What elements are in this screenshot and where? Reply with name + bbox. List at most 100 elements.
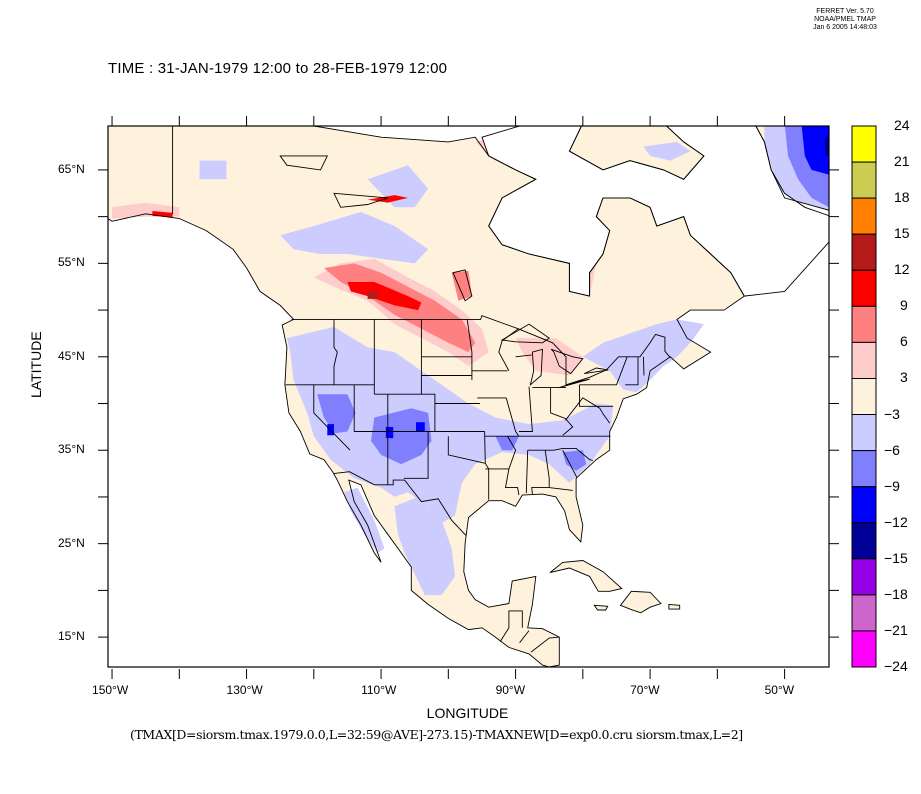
colorbar-level-label: 15: [894, 225, 910, 242]
coastline: [619, 590, 662, 614]
ferret-version-stamp: FERRET Ver. 5.70 NOAA/PMEL TMAP Jan 6 20…: [770, 8, 920, 32]
colorbar-swatch: [851, 197, 877, 235]
coastline: [755, 126, 829, 217]
greenland-darkest: [825, 137, 829, 156]
x-tick-label: 50°W: [764, 683, 795, 697]
colorbar-level-label: −6: [884, 441, 900, 458]
anomaly-layer: [112, 126, 829, 596]
ferret-version: FERRET Ver. 5.70: [816, 8, 874, 15]
coastline: [549, 560, 623, 592]
arkansas-blue: [495, 436, 519, 451]
baffin-island: [569, 126, 704, 180]
political-boundary: [505, 397, 520, 437]
alaska-blue: [199, 160, 227, 180]
political-boundary: [642, 356, 645, 376]
colorbar-swatch: [851, 522, 877, 560]
colorbar-swatch: [851, 486, 877, 524]
y-tick-label: 25°N: [58, 535, 85, 550]
hispaniola: [620, 591, 661, 613]
colorbar-swatch: [851, 161, 877, 199]
colorbar-level-label: 18: [894, 189, 910, 206]
colorbar-swatch: [851, 341, 877, 379]
coastline: [593, 604, 609, 611]
baffin-blue: [643, 141, 691, 161]
colorbar-level-label: 3: [900, 369, 908, 386]
political-boundary: [504, 435, 520, 496]
political-boundary: [530, 636, 560, 653]
x-tick-label: 130°W: [226, 683, 263, 697]
axis-ticks: [98, 116, 839, 679]
carolina-blue: [562, 450, 587, 471]
lake-outline: [559, 378, 590, 389]
political-boundary: [579, 384, 614, 407]
alberta-red: [347, 282, 422, 311]
canada-blue: [280, 212, 429, 264]
political-boundary: [519, 630, 530, 643]
coastline: [668, 603, 681, 610]
northeast-blue: [582, 319, 704, 393]
x-tick-label: 70°W: [630, 683, 660, 697]
alberta-darkred: [367, 291, 378, 299]
political-boundary: [498, 328, 519, 372]
colorbar-level-label: −12: [884, 513, 908, 530]
y-tick-label: 35°N: [58, 442, 85, 457]
x-tick-label: 110°W: [361, 683, 397, 697]
colorbar-level-label: 21: [894, 153, 910, 170]
colorbar-swatch: [851, 558, 877, 596]
political-boundary: [549, 487, 573, 491]
coastline: [108, 126, 745, 667]
political-boundary: [565, 397, 611, 424]
colorbar-swatch: [851, 378, 877, 416]
political-boundary: [525, 450, 529, 494]
political-boundary: [313, 384, 351, 451]
lake-outline: [452, 269, 473, 302]
colorbar-level-label: −18: [884, 585, 908, 602]
political-boundary: [562, 449, 578, 478]
boundary-layer: [108, 126, 829, 667]
puerto-rico: [668, 604, 680, 610]
colorbar-level-label: −24: [884, 658, 908, 674]
colorado-deep: [416, 422, 425, 432]
colorbar-swatch: [851, 125, 877, 163]
political-boundary: [333, 471, 467, 536]
lake-outline: [584, 367, 609, 375]
ferret-date: Jan 6 2005 14:48:03: [813, 24, 877, 31]
lake-outline: [279, 155, 329, 171]
plot-frame: [107, 125, 830, 668]
colorbar: [851, 125, 877, 668]
political-boundary: [291, 315, 671, 386]
colorbar-level-label: 6: [900, 333, 908, 350]
west-us-blue: [286, 326, 614, 525]
colorbar-swatch: [851, 305, 877, 343]
lake-outline: [333, 192, 388, 208]
colorbar-swatch: [851, 414, 877, 452]
political-boundary: [333, 319, 338, 385]
lake-outline: [529, 348, 543, 387]
map-area: [108, 126, 829, 667]
x-axis-title-row: LONGITUDE: [0, 705, 921, 721]
y-tick-label: 55°N: [58, 255, 85, 270]
political-boundary: [484, 431, 490, 500]
political-boundary: [374, 393, 436, 432]
alaska-red: [152, 211, 173, 218]
political-boundary: [499, 610, 523, 643]
political-boundary: [447, 436, 486, 464]
colorbar-level-label: −9: [884, 477, 900, 494]
political-boundary: [579, 356, 628, 386]
political-boundary: [527, 447, 594, 461]
colorbar-swatch: [851, 450, 877, 488]
baja-blue: [344, 487, 385, 553]
colorbar-level-label: 24: [894, 117, 910, 133]
colorbar-level-label: 9: [900, 297, 908, 314]
political-boundary: [550, 412, 574, 436]
coastline: [568, 126, 705, 180]
nevada-blue: [317, 394, 356, 434]
utah-deep: [385, 426, 394, 439]
political-boundary: [515, 354, 532, 358]
y-axis-title: LATITUDE: [28, 331, 44, 398]
x-tick-label: 150°W: [92, 683, 129, 697]
plot-title: TIME : 31-JAN-1979 12:00 to 28-FEB-1979 …: [108, 60, 448, 77]
colorbar-level-label: −3: [884, 405, 900, 422]
political-boundary: [518, 386, 533, 432]
